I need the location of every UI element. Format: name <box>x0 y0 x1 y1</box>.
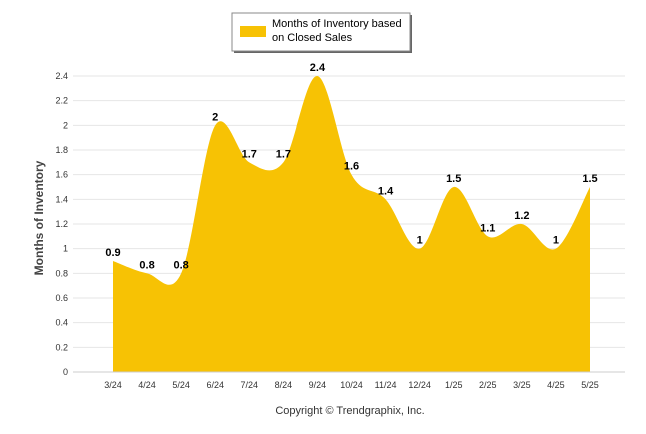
y-tick-labels: 0 0.2 0.4 0.6 0.8 1 1.2 1.4 1.6 1.8 2 2.2 2.4 <box>55 71 68 377</box>
y-tick-label: 1 <box>63 244 68 254</box>
data-label: 0.9 <box>105 247 120 259</box>
x-tick-label: 11/24 <box>375 380 397 390</box>
y-tick-label: 1.2 <box>55 219 68 229</box>
x-tick-label: 5/25 <box>581 380 599 390</box>
x-tick-label: 5/24 <box>172 380 190 390</box>
x-tick-label: 10/24 <box>340 380 363 390</box>
series-area-fill <box>113 75 590 372</box>
y-tick-label: 0.4 <box>55 318 68 328</box>
data-label: 1.2 <box>514 210 529 222</box>
data-labels: 0.9 0.8 0.8 2 1.7 1.7 2.4 1.6 1.4 1 1.5 1.1 1.2 1 1.5 <box>105 62 597 271</box>
y-tick-label: 0.2 <box>55 342 68 352</box>
y-tick-label: 2.2 <box>55 96 68 106</box>
x-tick-label: 6/24 <box>206 380 224 390</box>
x-tick-label: 2/25 <box>479 380 497 390</box>
data-label: 1 <box>553 235 559 247</box>
y-tick-label: 0 <box>63 367 68 377</box>
x-tick-label: 1/25 <box>445 380 463 390</box>
y-tick-label: 0.8 <box>55 268 68 278</box>
y-tick-label: 1.8 <box>55 145 68 155</box>
x-tick-label: 7/24 <box>241 380 259 390</box>
data-label: 1.5 <box>582 173 597 185</box>
data-label: 2 <box>212 111 218 123</box>
x-tick-labels: 3/24 4/24 5/24 6/24 7/24 8/24 9/24 10/24 11/24 12… <box>104 380 599 390</box>
y-tick-label: 1.6 <box>55 170 68 180</box>
data-label: 1.1 <box>480 222 495 234</box>
x-tick-label: 8/24 <box>275 380 293 390</box>
data-label: 1.4 <box>378 185 394 197</box>
x-tick-label: 3/25 <box>513 380 531 390</box>
x-tick-label: 9/24 <box>309 380 327 390</box>
data-label: 1.5 <box>446 173 461 185</box>
legend-swatch <box>240 26 266 37</box>
series-area <box>113 75 590 372</box>
y-tick-label: 2.4 <box>55 71 68 81</box>
legend-label-line-1: Months of Inventory based <box>272 18 402 30</box>
copyright-text: Copyright © Trendgraphix, Inc. <box>275 405 424 417</box>
y-tick-label: 2 <box>63 120 68 130</box>
y-tick-label: 0.6 <box>55 293 68 303</box>
y-tick-label: 1.4 <box>55 194 68 204</box>
data-label: 1.6 <box>344 161 359 173</box>
y-axis-title: Months of Inventory <box>32 160 46 275</box>
data-label: 2.4 <box>310 62 326 74</box>
x-tick-label: 4/24 <box>138 380 156 390</box>
data-label: 1.7 <box>276 148 291 160</box>
data-label: 0.8 <box>173 259 188 271</box>
legend: Months of Inventory based on Closed Sale… <box>231 12 412 53</box>
data-label: 0.8 <box>139 259 154 271</box>
x-tick-label: 4/25 <box>547 380 565 390</box>
x-tick-label: 12/24 <box>408 380 431 390</box>
legend-label-line-2: on Closed Sales <box>272 32 353 44</box>
data-label: 1.7 <box>242 148 257 160</box>
x-tick-label: 3/24 <box>104 380 122 390</box>
data-label: 1 <box>417 235 423 247</box>
